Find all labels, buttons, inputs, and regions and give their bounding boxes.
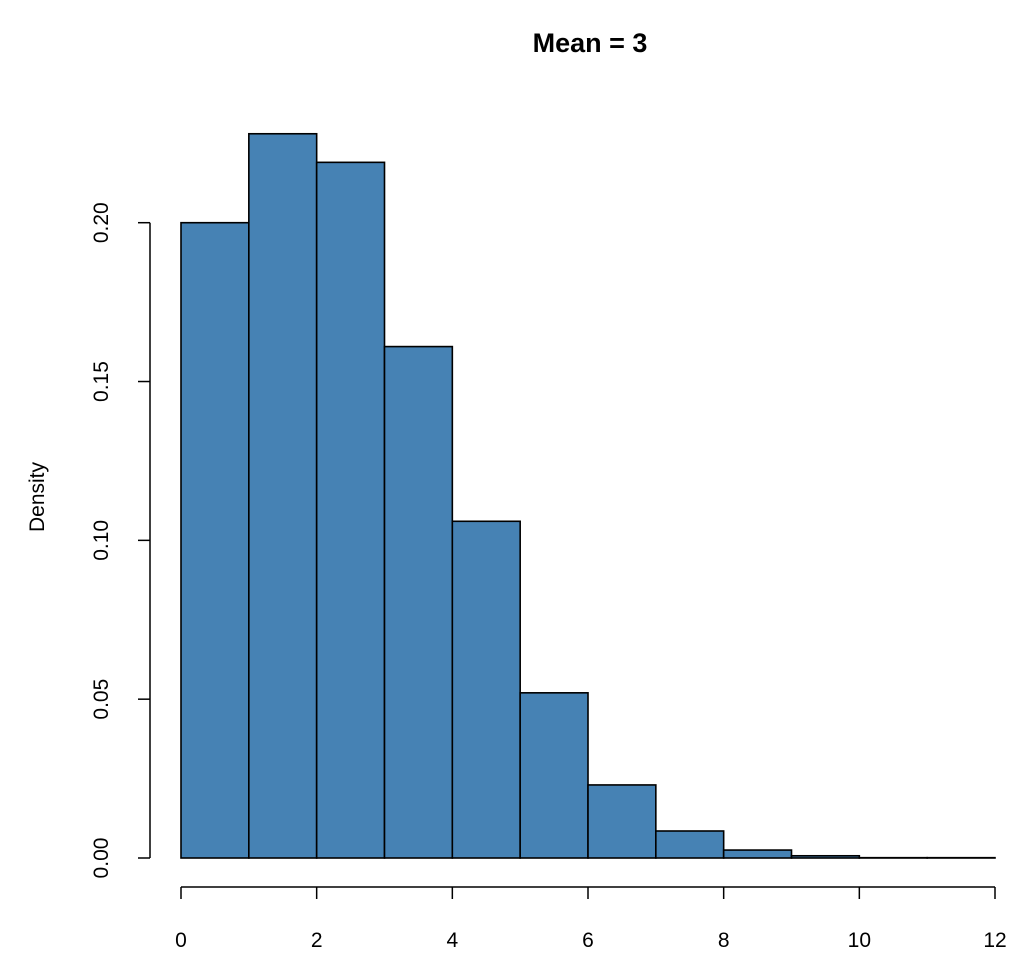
x-tick-label: 10 [848, 929, 871, 952]
y-tick-label: 0.15 [90, 361, 113, 402]
y-tick-label: 0.20 [90, 202, 113, 243]
histogram-bar [385, 347, 453, 858]
y-axis-label: Density [26, 461, 49, 532]
x-axis: 0 2 4 6 8 10 12 [175, 887, 1007, 952]
y-tick-label: 0.05 [90, 679, 113, 720]
histogram-bar [724, 850, 792, 858]
x-tick-label: 4 [446, 929, 458, 952]
histogram-bar [452, 521, 520, 858]
y-tick-label: 0.10 [90, 520, 113, 561]
histogram-bar [792, 856, 860, 858]
histogram-bar [317, 162, 385, 858]
chart-title: Mean = 3 [533, 28, 648, 58]
histogram-bar [181, 223, 249, 858]
x-tick-label: 0 [175, 929, 187, 952]
histogram-bar [249, 134, 317, 858]
histogram-bar [656, 831, 724, 858]
bars-layer [181, 134, 995, 858]
histogram-bar [520, 693, 588, 858]
x-tick-label: 6 [582, 929, 594, 952]
x-tick-label: 2 [311, 929, 323, 952]
x-tick-label: 12 [983, 929, 1006, 952]
y-tick-label: 0.00 [90, 838, 113, 879]
histogram-bar [588, 785, 656, 858]
y-axis: 0.00 0.05 0.10 0.15 0.20 [90, 202, 150, 878]
x-tick-label: 8 [718, 929, 730, 952]
